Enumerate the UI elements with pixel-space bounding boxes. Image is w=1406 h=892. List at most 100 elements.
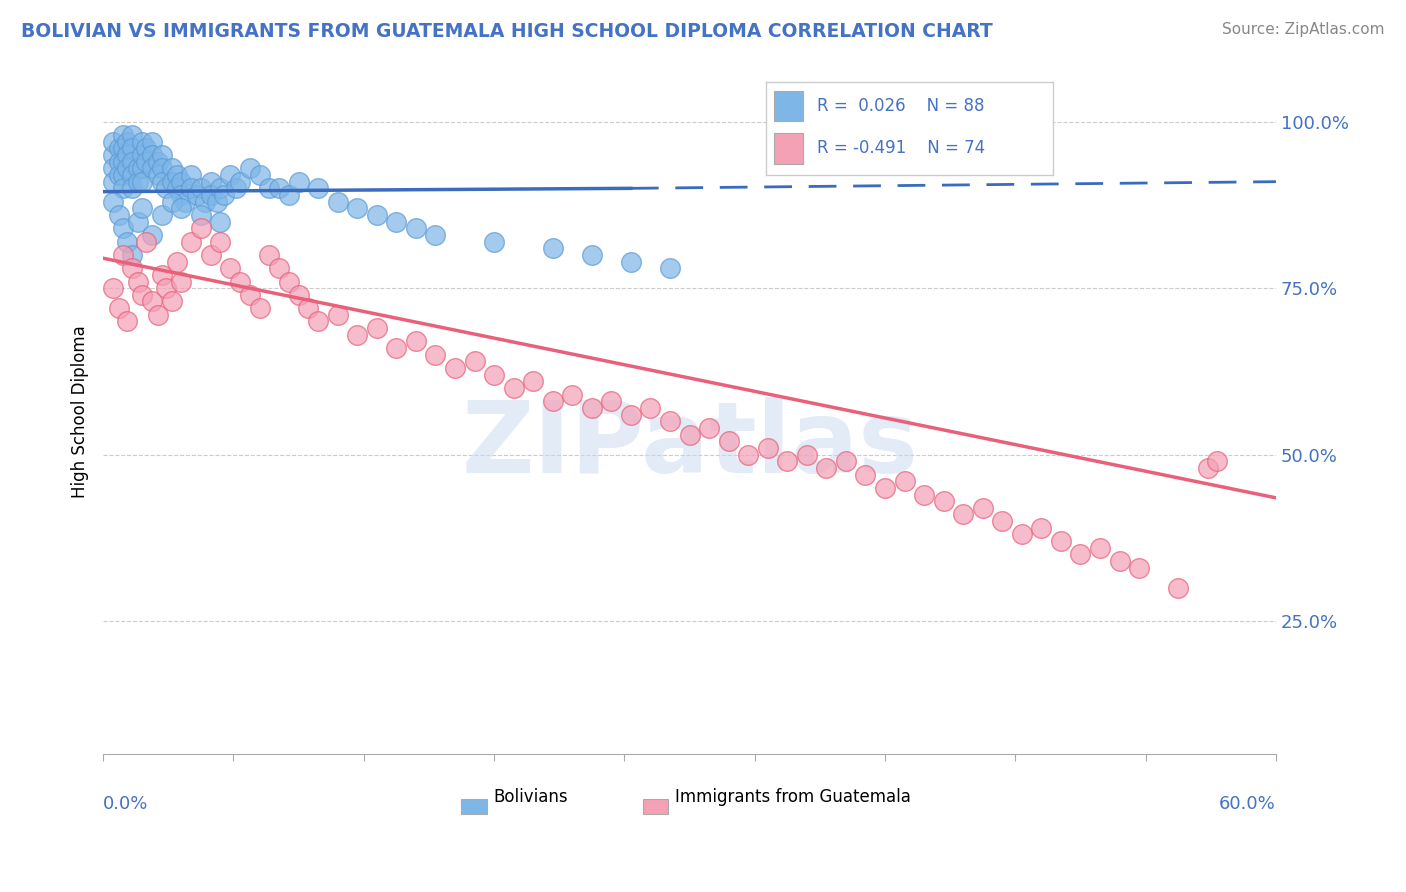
Text: BOLIVIAN VS IMMIGRANTS FROM GUATEMALA HIGH SCHOOL DIPLOMA CORRELATION CHART: BOLIVIAN VS IMMIGRANTS FROM GUATEMALA HI… [21,22,993,41]
Point [346,327,368,342]
Point [107,141,129,155]
Point [121,181,143,195]
Point [131,175,153,189]
Point [141,135,163,149]
Point [127,175,149,189]
Point [1108,554,1130,568]
Point [425,348,447,362]
Point [101,194,124,209]
Point [111,154,134,169]
Point [796,448,818,462]
Point [756,441,779,455]
Point [385,214,408,228]
Point [620,254,643,268]
Point [180,181,202,195]
Point [229,175,252,189]
Point [194,194,217,209]
Text: Immigrants from Guatemala: Immigrants from Guatemala [675,789,911,806]
Point [146,154,169,169]
Point [835,454,858,468]
Bar [461,799,486,814]
Point [267,261,290,276]
Point [121,248,143,262]
Point [464,354,486,368]
Point [776,454,799,468]
Point [287,288,309,302]
Point [815,461,838,475]
Point [346,202,368,216]
Point [180,235,202,249]
Point [541,241,564,255]
Point [141,148,163,162]
Point [121,141,143,155]
Point [385,341,408,355]
Point [482,368,505,382]
Point [141,294,163,309]
Point [737,448,759,462]
Point [219,261,242,276]
Point [111,168,134,182]
Point [115,314,138,328]
Point [600,394,623,409]
Point [297,301,319,315]
Point [166,181,188,195]
Point [932,494,955,508]
Point [239,288,262,302]
Point [150,161,173,176]
Point [1031,521,1053,535]
Point [249,301,271,315]
Point [209,214,232,228]
Text: Bolivians: Bolivians [494,789,568,806]
Point [893,474,915,488]
Point [166,254,188,268]
Text: Source: ZipAtlas.com: Source: ZipAtlas.com [1222,22,1385,37]
Point [1206,454,1229,468]
Point [107,168,129,182]
Point [101,281,124,295]
Point [277,275,299,289]
Point [307,181,329,195]
Point [200,248,222,262]
Point [131,288,153,302]
Point [209,235,232,249]
Point [214,188,236,202]
Point [170,175,193,189]
Point [659,261,682,276]
Point [991,514,1014,528]
Y-axis label: High School Diploma: High School Diploma [72,325,89,498]
Point [225,181,247,195]
Point [150,268,173,282]
Point [111,248,134,262]
Bar [643,799,668,814]
Point [1167,581,1189,595]
Point [952,508,974,522]
Point [190,208,212,222]
Point [141,227,163,242]
Point [107,301,129,315]
Point [366,208,388,222]
Point [180,168,202,182]
Point [366,321,388,335]
Point [155,181,177,195]
Point [200,175,222,189]
Point [405,334,427,349]
Point [717,434,740,449]
Point [121,261,143,276]
Point [141,161,163,176]
Point [239,161,262,176]
Point [101,135,124,149]
Point [150,175,173,189]
Point [135,235,157,249]
Point [855,467,877,482]
Point [502,381,524,395]
Point [1050,534,1073,549]
Point [640,401,662,415]
Point [135,141,157,155]
Point [160,294,183,309]
Point [1088,541,1111,555]
Point [581,401,603,415]
Point [131,135,153,149]
Point [115,148,138,162]
Point [131,148,153,162]
Point [1197,461,1219,475]
